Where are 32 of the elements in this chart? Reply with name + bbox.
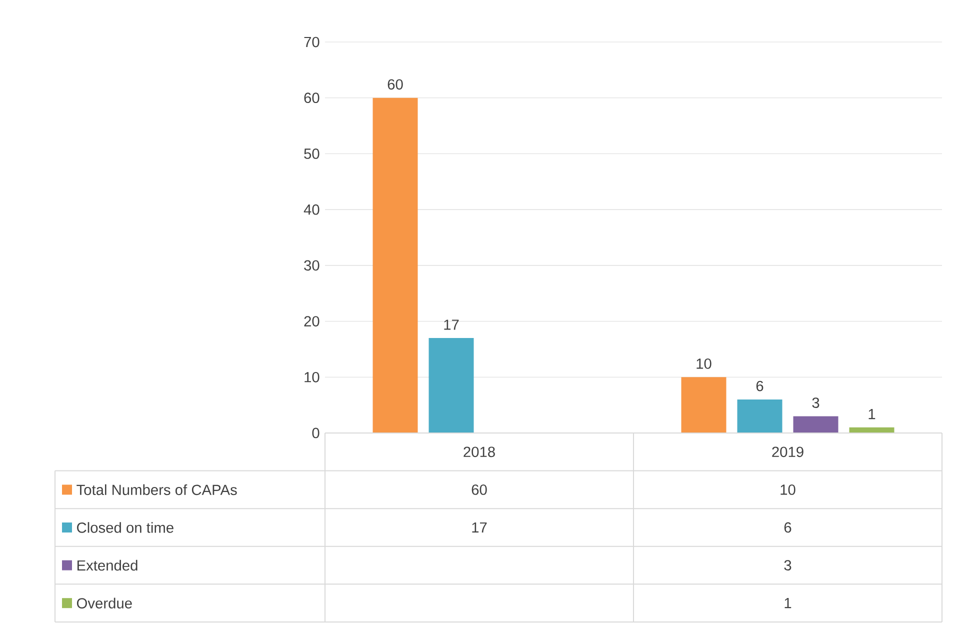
data-label: 1: [868, 409, 876, 420]
data-label: 3: [812, 398, 820, 408]
bar: [681, 377, 726, 433]
text: 10: [780, 484, 796, 495]
x-tick-label: 2018: [464, 446, 495, 458]
bar: [737, 399, 782, 433]
data-label: 60: [388, 79, 403, 90]
legend-label: Extended: [77, 560, 138, 571]
y-tick-label: 10: [304, 372, 320, 382]
bar: [372, 98, 418, 433]
legend-label: Overdue: [76, 598, 132, 608]
y-tick-label: 50: [304, 148, 320, 159]
bar: [428, 338, 474, 433]
y-tick-label: 60: [304, 92, 320, 104]
legend-label: Closed on time: [77, 522, 174, 533]
y-tick-label: 20: [304, 316, 320, 326]
x-tick-label: 2019: [772, 446, 804, 458]
text: 17: [472, 522, 487, 533]
text: 60: [472, 484, 487, 495]
y-tick-label: 30: [304, 260, 320, 271]
bar: [793, 416, 838, 433]
y-tick-label: 0: [312, 428, 320, 438]
text: 3: [784, 560, 792, 570]
bar: [849, 427, 894, 433]
y-tick-label: 70: [304, 36, 320, 48]
data-label: 17: [444, 320, 459, 330]
text: 1: [784, 598, 792, 608]
text: 6: [784, 522, 792, 533]
data-label: 6: [756, 380, 764, 392]
y-tick-label: 40: [304, 204, 320, 215]
data-label: 10: [696, 358, 712, 369]
legend-label: Total Numbers of CAPAs: [76, 484, 237, 496]
